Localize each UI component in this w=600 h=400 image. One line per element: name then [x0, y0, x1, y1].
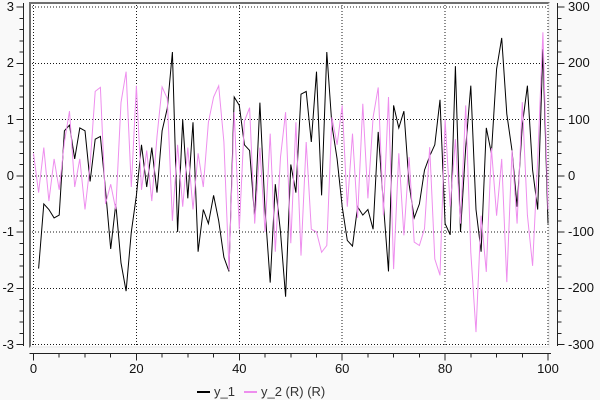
- y-left-tick-label: -1: [2, 224, 14, 239]
- legend-label-y1: y_1: [214, 384, 235, 399]
- y-left-tick-label: -2: [2, 280, 14, 296]
- x-tick-label: 0: [29, 361, 38, 376]
- y-right-tick-label: 300: [568, 0, 590, 14]
- x-tick-label: 40: [232, 361, 247, 376]
- y1-line-swatch: [197, 390, 210, 393]
- series-line-y2: [33, 32, 549, 333]
- y-right-tick-label: -300: [568, 336, 595, 352]
- plot-canvas[interactable]: [29, 2, 550, 348]
- y2-line-swatch: [243, 390, 257, 393]
- y-right-tick-label: -200: [568, 280, 595, 296]
- y-right-tick-label: 200: [568, 55, 590, 71]
- x-tick-label: 80: [437, 361, 453, 376]
- y-left-tick-label: 0: [6, 167, 14, 183]
- y-right-tick-label: -100: [568, 224, 595, 239]
- legend-label-y2: y_2 (R) (R): [260, 384, 326, 399]
- y-left-tick-label: 1: [6, 111, 14, 127]
- y-right-tick-label: 100: [568, 111, 590, 127]
- legend-item-y2[interactable]: y_2 (R) (R): [243, 384, 326, 399]
- y-left-tick-label: 2: [6, 55, 14, 71]
- y-left-tick-label: -3: [2, 336, 14, 352]
- legend-item-y1[interactable]: y_1: [197, 384, 235, 399]
- y-left-tick-label: 3: [6, 0, 14, 14]
- x-tick-label: 60: [334, 361, 350, 376]
- legend: y_1 y_2 (R) (R): [197, 384, 325, 399]
- x-tick-label: 20: [129, 361, 144, 376]
- x-tick-label: 100: [537, 361, 559, 376]
- y-right-tick-label: 0: [568, 167, 576, 183]
